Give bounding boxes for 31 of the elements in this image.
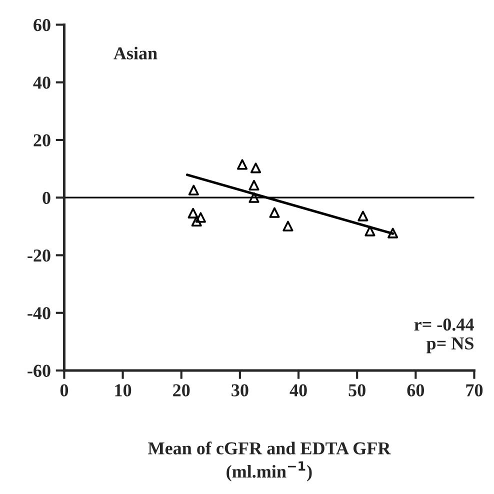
- x-tick-label: 40: [290, 384, 307, 396]
- point: [188, 208, 198, 218]
- x-tick-label: 20: [173, 384, 190, 396]
- point: [195, 212, 206, 223]
- x-tick-label: 30: [232, 384, 248, 396]
- annotation: r= -0.44 p= NS: [414, 318, 474, 354]
- point: [358, 210, 368, 222]
- y-tick-label: -60: [28, 364, 50, 377]
- point: [248, 180, 260, 191]
- x-tick-label: 70: [466, 384, 483, 396]
- point: [250, 162, 262, 174]
- x-tick-label: 0: [60, 384, 68, 396]
- x-axis-title: Mean of cGFR and EDTA GFR (ml.min$^{−1}$): [148, 442, 391, 482]
- y-tick-label: 60: [34, 18, 50, 32]
- point: [248, 192, 260, 203]
- x-tick-label: 10: [115, 384, 132, 396]
- point: [364, 226, 376, 236]
- annotation: Asian: [114, 46, 158, 60]
- point: [236, 159, 248, 170]
- point: [269, 207, 280, 218]
- point: [282, 220, 294, 232]
- point: [388, 228, 398, 238]
- y-tick-label: 40: [33, 76, 50, 89]
- y-tick-label: 20: [34, 134, 50, 146]
- x-tick-label: 60: [407, 384, 424, 396]
- y-tick-label: -40: [28, 307, 50, 320]
- y-tick-label: 0: [42, 192, 50, 204]
- x-tick-label: 50: [348, 384, 366, 396]
- y-tick-label: -20: [28, 249, 50, 262]
- point: [188, 184, 199, 196]
- point: [191, 216, 202, 227]
